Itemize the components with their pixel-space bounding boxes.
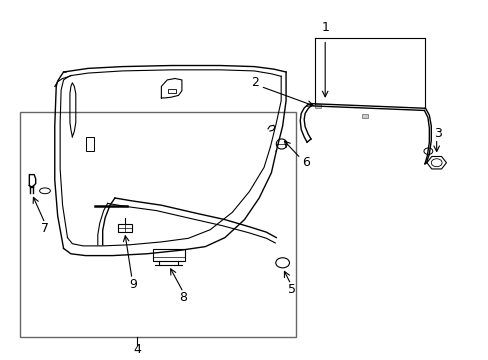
Bar <box>361 114 367 118</box>
Text: 1: 1 <box>321 21 328 33</box>
Bar <box>118 224 131 232</box>
Bar <box>85 137 94 151</box>
Text: 3: 3 <box>433 127 441 140</box>
Bar <box>20 112 295 337</box>
Text: 7: 7 <box>41 222 49 235</box>
Bar <box>167 89 175 93</box>
Text: 2: 2 <box>251 76 259 89</box>
Text: 6: 6 <box>301 156 309 169</box>
Text: 8: 8 <box>179 291 187 304</box>
Text: 5: 5 <box>288 283 296 296</box>
Bar <box>314 104 320 108</box>
Text: 4: 4 <box>133 343 141 356</box>
Text: 9: 9 <box>129 278 137 291</box>
Bar <box>153 249 184 261</box>
